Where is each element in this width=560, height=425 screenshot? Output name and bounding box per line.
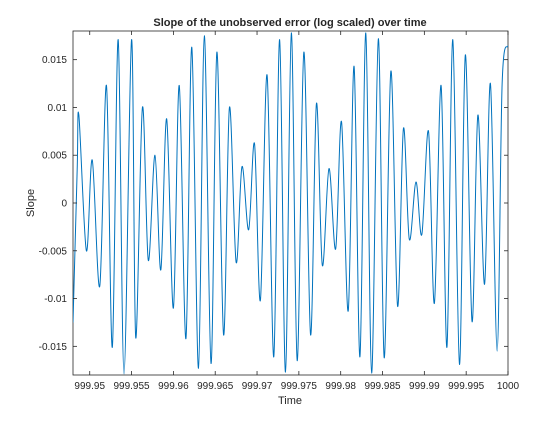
x-tick-label: 999.97 (242, 381, 273, 392)
y-tick-label: 0.01 (48, 103, 68, 114)
x-tick-label: 999.985 (364, 381, 401, 392)
y-tick-label: 0.005 (42, 151, 67, 162)
y-axis-label: Slope (25, 189, 37, 217)
y-tick-label: -0.015 (39, 342, 68, 353)
series-line-0 (73, 32, 508, 375)
x-tick-label: 999.955 (113, 381, 150, 392)
x-tick-label: 1000 (497, 381, 520, 392)
x-tick-label: 999.965 (197, 381, 234, 392)
x-axis-label: Time (278, 395, 302, 407)
x-axis-ticks: 999.95 999.955 999.96 999.965 999.97 999.975 9… (74, 31, 520, 392)
x-tick-label: 999.98 (325, 381, 356, 392)
y-tick-label: -0.01 (44, 294, 67, 305)
chart-title: Slope of the unobserved error (log scale… (153, 17, 426, 29)
series-layer (73, 32, 508, 375)
x-tick-label: 999.99 (409, 381, 440, 392)
x-tick-label: 999.95 (74, 381, 105, 392)
y-axis-ticks: -0.015 -0.01 -0.005 0 0.005 0.01 0.015 (39, 55, 508, 353)
plot-area (72, 30, 509, 376)
x-tick-label: 999.975 (281, 381, 318, 392)
x-tick-label: 999.995 (448, 381, 485, 392)
y-tick-label: 0.015 (42, 55, 67, 66)
y-tick-label: -0.005 (39, 246, 68, 257)
y-tick-label: 0 (61, 199, 67, 210)
x-tick-label: 999.96 (158, 381, 189, 392)
axes (72, 30, 509, 376)
